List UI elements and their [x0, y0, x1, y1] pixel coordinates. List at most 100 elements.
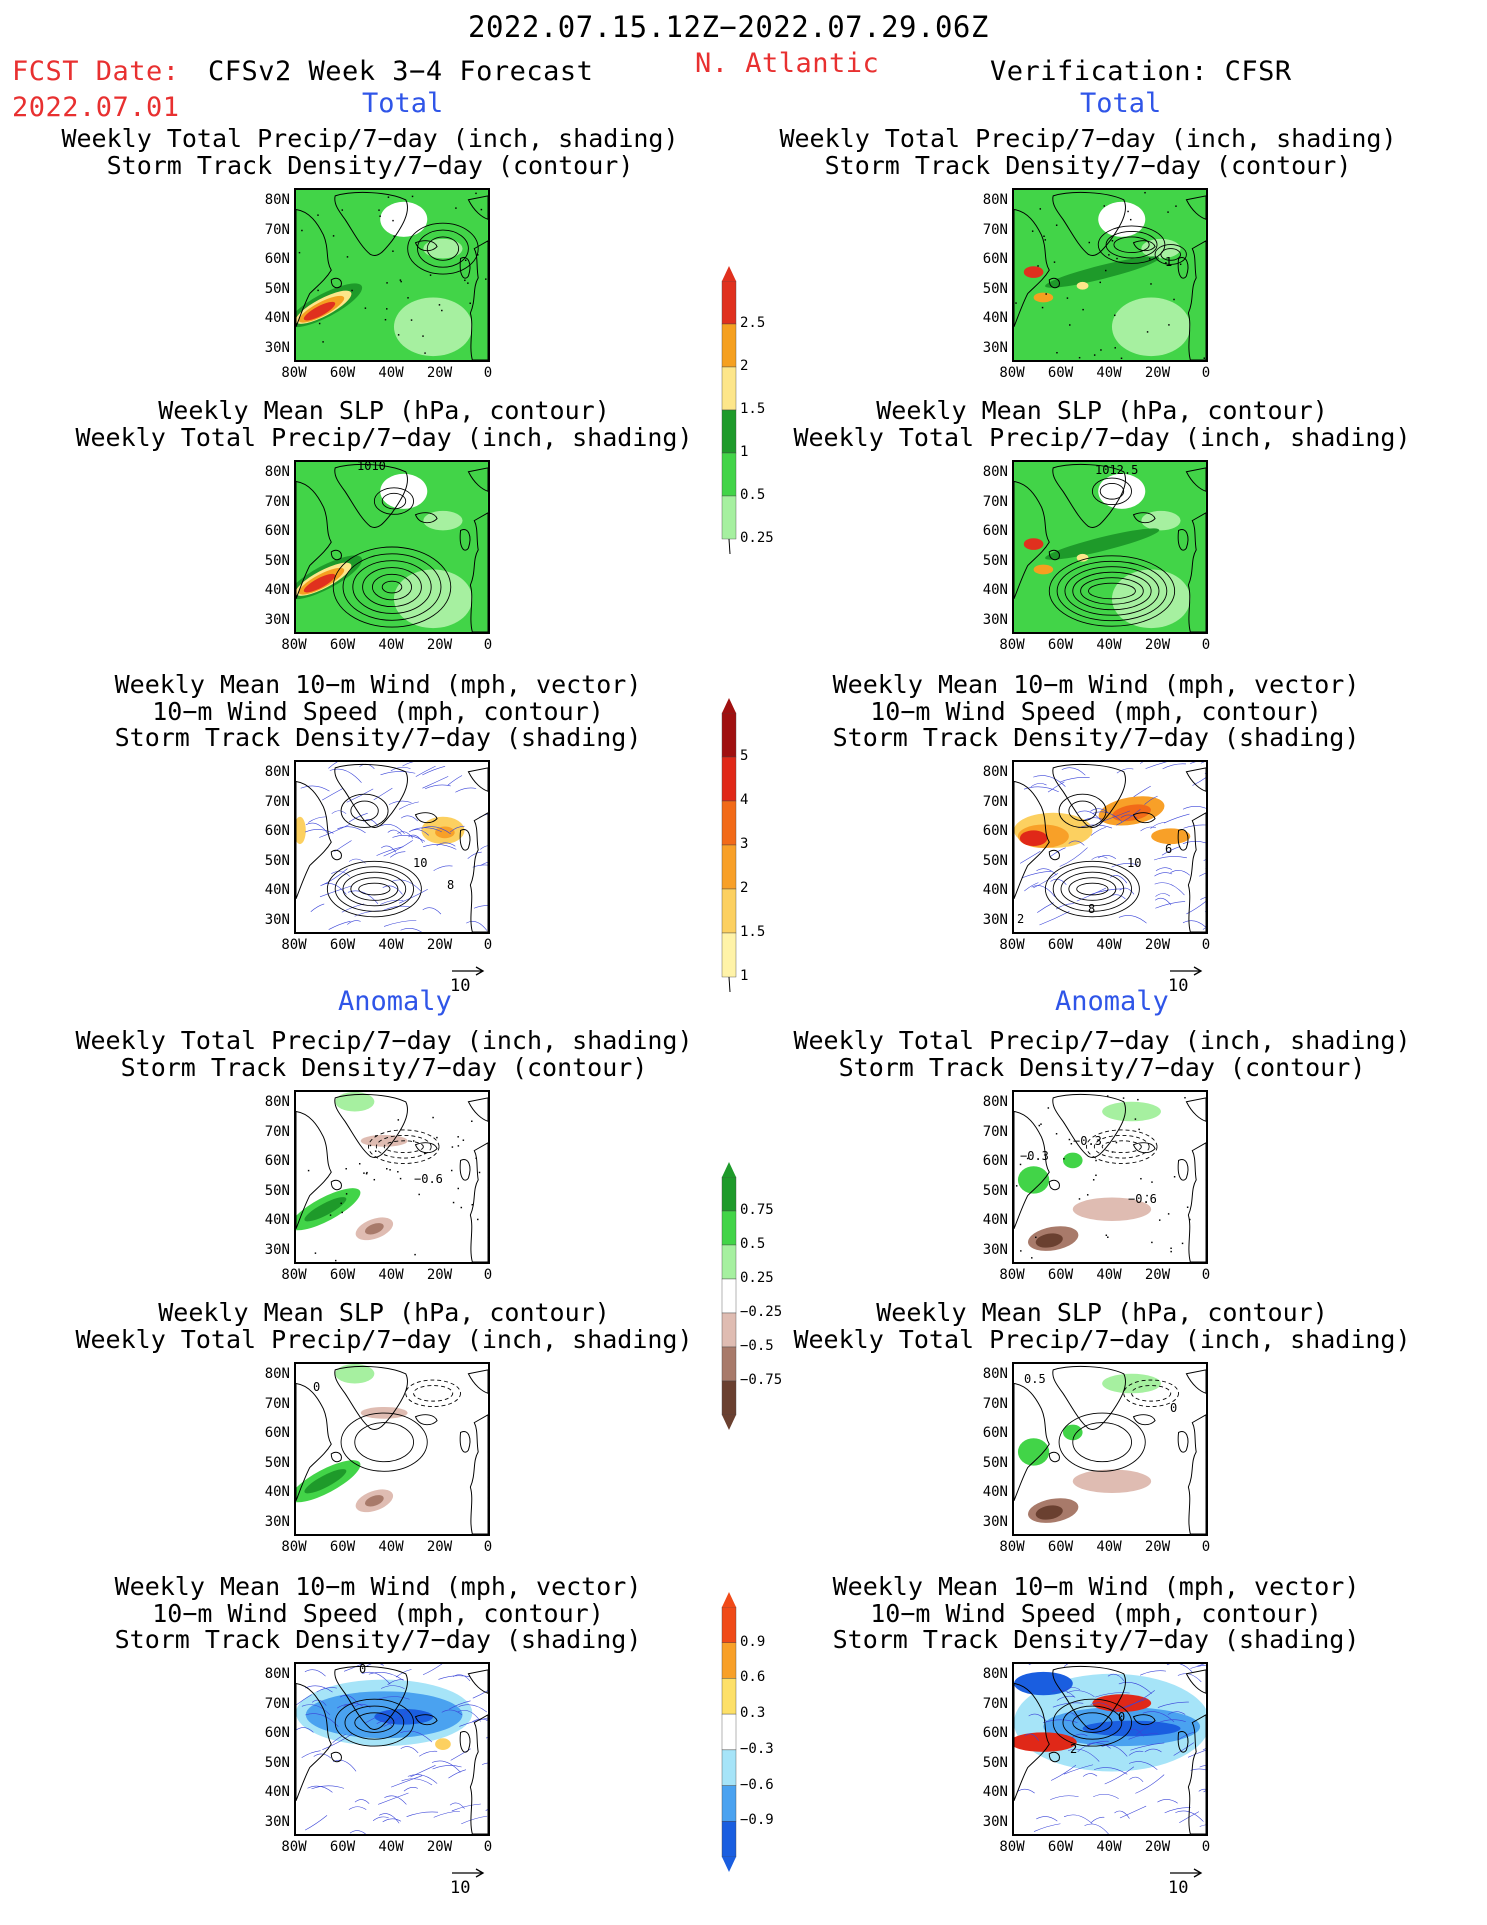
lon-tick-label: 60W	[1047, 637, 1074, 653]
dot-14	[1111, 1151, 1114, 1153]
wind-vector-25	[1203, 859, 1206, 861]
lat-tick-label: 40N	[264, 310, 290, 326]
wind-vector-44	[400, 928, 422, 932]
dot-11	[1127, 210, 1129, 213]
colorbar-bottom-tick	[728, 538, 731, 555]
wind-speed-contour-4	[1044, 860, 1140, 918]
colorbar-label: 4	[740, 792, 749, 808]
wind-vector-12	[411, 827, 442, 833]
coastline-1	[296, 481, 332, 599]
lat-tick-label: 70N	[982, 1695, 1008, 1712]
wind-vector-3	[422, 766, 446, 776]
dot-29	[399, 279, 402, 281]
colorbar-segment	[721, 280, 737, 325]
dot-21	[298, 251, 301, 254]
wind-vector-8	[1028, 1713, 1048, 1723]
lon-tick-label: 80W	[281, 637, 307, 653]
coastline-0	[334, 1094, 408, 1158]
lon-tick-label: 80W	[999, 1539, 1025, 1555]
coastline-2	[330, 1451, 342, 1463]
wind-vector-47	[1128, 1761, 1158, 1770]
wind-anom-contour-2	[334, 1698, 414, 1747]
lon-tick-label: 60W	[329, 1267, 356, 1283]
wind-vector-30	[1161, 846, 1181, 856]
wind-vector-54	[455, 787, 477, 793]
lat-tick-label: 80N	[982, 1094, 1008, 1110]
colorbar-label: 0.25	[740, 530, 774, 546]
slp-contour-1	[1080, 577, 1144, 605]
wind-vector-47	[1150, 822, 1166, 829]
lon-tick-label: 0	[1201, 637, 1211, 653]
wind-vector-24	[1140, 826, 1157, 832]
coastline-1	[1014, 1111, 1050, 1229]
wind-vector-2	[408, 829, 429, 836]
coastline-3	[1132, 1714, 1156, 1726]
wind-vector-0	[389, 851, 406, 858]
precip-band-red	[303, 573, 336, 593]
lat-tick-label: 50N	[982, 1754, 1008, 1771]
coastline-3	[1132, 512, 1156, 524]
map-fcst-total-slp	[294, 460, 490, 634]
wind-vector-14	[1059, 777, 1090, 783]
lon-tick-label: 20W	[426, 637, 453, 653]
slp-contour-low-1	[373, 487, 414, 515]
lat-tick-label: 50N	[264, 1182, 290, 1199]
coastline-6	[1185, 767, 1206, 792]
dot-34	[340, 1202, 342, 1205]
colorbar-precip-total	[716, 266, 742, 555]
lat-tick-label: 40N	[264, 882, 290, 898]
colorbar-label: 0.5	[740, 1236, 766, 1252]
dot-20	[467, 282, 469, 284]
dot-10	[451, 1146, 454, 1148]
wind-vector-0	[1153, 856, 1187, 861]
colorbar-segment	[721, 495, 737, 540]
lon-tick-label: 0	[1201, 1267, 1211, 1283]
lat-tick-label: 70N	[982, 221, 1008, 238]
colorbar-segment	[721, 844, 737, 890]
wind-vector-2	[1092, 811, 1123, 823]
dot-2	[374, 1150, 377, 1152]
lat-tick-label: 40N	[982, 882, 1008, 898]
track-contour-1	[1105, 230, 1158, 259]
wind-vector-0	[1084, 1823, 1109, 1834]
wind-vector-25	[1197, 1664, 1205, 1667]
map-canvas	[1014, 1364, 1206, 1534]
coastline-5	[469, 812, 488, 932]
dot-2	[422, 335, 424, 337]
colorbar-label: −0.6	[740, 1777, 774, 1793]
wind-vector-22	[1170, 870, 1191, 876]
anom-dry-c	[1072, 1197, 1152, 1221]
wind-vector-52	[1182, 806, 1206, 810]
contour-label-slp-anom-fcst: 0	[313, 1380, 321, 1394]
wind-vector-42	[1144, 1748, 1162, 1753]
lat-tick-label: 50N	[982, 1454, 1008, 1471]
title-r3: Weekly Mean 10−m Wind (mph, vector) 10−m …	[832, 670, 1360, 752]
wind-vector-46	[1164, 1807, 1191, 1814]
wind-vector-28	[328, 762, 338, 769]
slp-contour-0	[1088, 582, 1136, 600]
coastline-1	[296, 781, 332, 899]
coastline-1	[296, 1683, 332, 1801]
section-total-left: Total	[362, 88, 444, 119]
wind-speed-contour-n-0	[350, 800, 379, 822]
wind-vector-4	[424, 784, 451, 790]
wind-vector-45	[380, 771, 416, 776]
dot-10	[1105, 269, 1107, 272]
wind-vector-59	[1051, 1764, 1077, 1781]
colorbar-label: −0.3	[740, 1741, 774, 1757]
wind-vector-12	[1140, 762, 1144, 764]
dot-12	[1173, 298, 1175, 301]
wind-vector-26	[1190, 762, 1196, 764]
lon-tick-label: 0	[1201, 1539, 1211, 1555]
lon-tick-label: 0	[1201, 1839, 1211, 1855]
dot-37	[1093, 354, 1096, 356]
coastline-4	[1177, 1431, 1189, 1453]
dot-15	[1026, 1157, 1029, 1160]
lat-tick-label: 30N	[982, 1813, 1008, 1830]
colorbar-segment	[721, 1312, 737, 1348]
colorbar-label: −0.75	[740, 1372, 783, 1388]
wind-vector-49	[376, 1696, 410, 1700]
colorbar-label: −0.25	[740, 1304, 783, 1320]
dot-22	[1137, 1098, 1139, 1101]
vector-ref-arrow-icon	[1170, 966, 1203, 976]
